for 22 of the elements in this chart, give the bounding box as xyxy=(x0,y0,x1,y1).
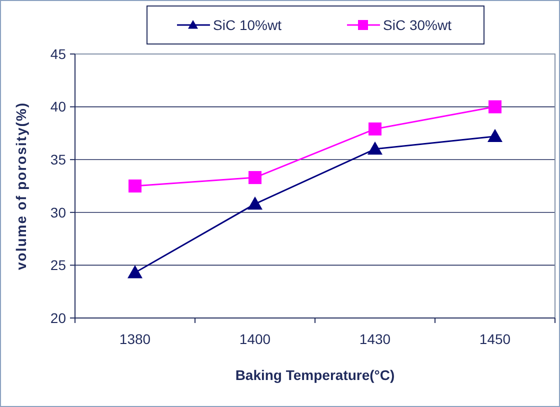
legend-label: SiC 30%wt xyxy=(383,16,452,33)
point xyxy=(368,122,382,136)
y-tick-label: 35 xyxy=(50,152,66,168)
point xyxy=(128,265,142,278)
legend-label: SiC 10%wt xyxy=(213,16,282,33)
y-tick-label: 20 xyxy=(50,310,66,326)
y-tick-label: 40 xyxy=(50,98,66,115)
y-tick-label: 45 xyxy=(50,46,66,62)
y-tick-label: 30 xyxy=(50,204,66,220)
point xyxy=(248,171,262,184)
point xyxy=(368,142,382,155)
x-tick-label: 1450 xyxy=(479,331,511,347)
y-tick-label: 25 xyxy=(50,257,66,274)
x-tick-label: 1400 xyxy=(239,331,271,347)
x-tick-label: 1380 xyxy=(119,331,151,347)
point xyxy=(488,100,502,114)
point xyxy=(248,196,262,210)
y-axis-title: volume of porosity(%) xyxy=(13,102,29,270)
x-axis-title: Baking Temperature(°C) xyxy=(235,367,395,383)
point xyxy=(128,180,142,192)
x-tick-label: 1430 xyxy=(359,331,391,347)
point xyxy=(488,128,502,142)
